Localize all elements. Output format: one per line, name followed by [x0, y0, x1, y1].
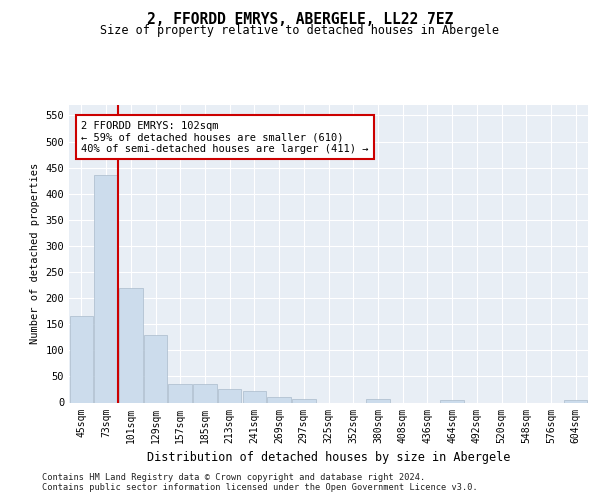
Text: 2, FFORDD EMRYS, ABERGELE, LL22 7EZ: 2, FFORDD EMRYS, ABERGELE, LL22 7EZ: [147, 12, 453, 28]
Bar: [218, 390, 241, 402]
Text: Size of property relative to detached houses in Abergele: Size of property relative to detached ho…: [101, 24, 499, 37]
Y-axis label: Number of detached properties: Number of detached properties: [30, 163, 40, 344]
Bar: [292, 400, 316, 402]
Bar: [440, 400, 464, 402]
Text: 2 FFORDD EMRYS: 102sqm
← 59% of detached houses are smaller (610)
40% of semi-de: 2 FFORDD EMRYS: 102sqm ← 59% of detached…: [82, 120, 369, 154]
Text: Contains HM Land Registry data © Crown copyright and database right 2024.: Contains HM Land Registry data © Crown c…: [42, 472, 425, 482]
Bar: [119, 288, 143, 403]
Bar: [193, 384, 217, 402]
Bar: [242, 391, 266, 402]
Bar: [268, 398, 291, 402]
Bar: [94, 176, 118, 402]
Text: Contains public sector information licensed under the Open Government Licence v3: Contains public sector information licen…: [42, 484, 478, 492]
Bar: [144, 334, 167, 402]
Bar: [366, 400, 389, 402]
X-axis label: Distribution of detached houses by size in Abergele: Distribution of detached houses by size …: [147, 451, 510, 464]
Bar: [169, 384, 192, 402]
Bar: [70, 316, 93, 402]
Bar: [564, 400, 587, 402]
